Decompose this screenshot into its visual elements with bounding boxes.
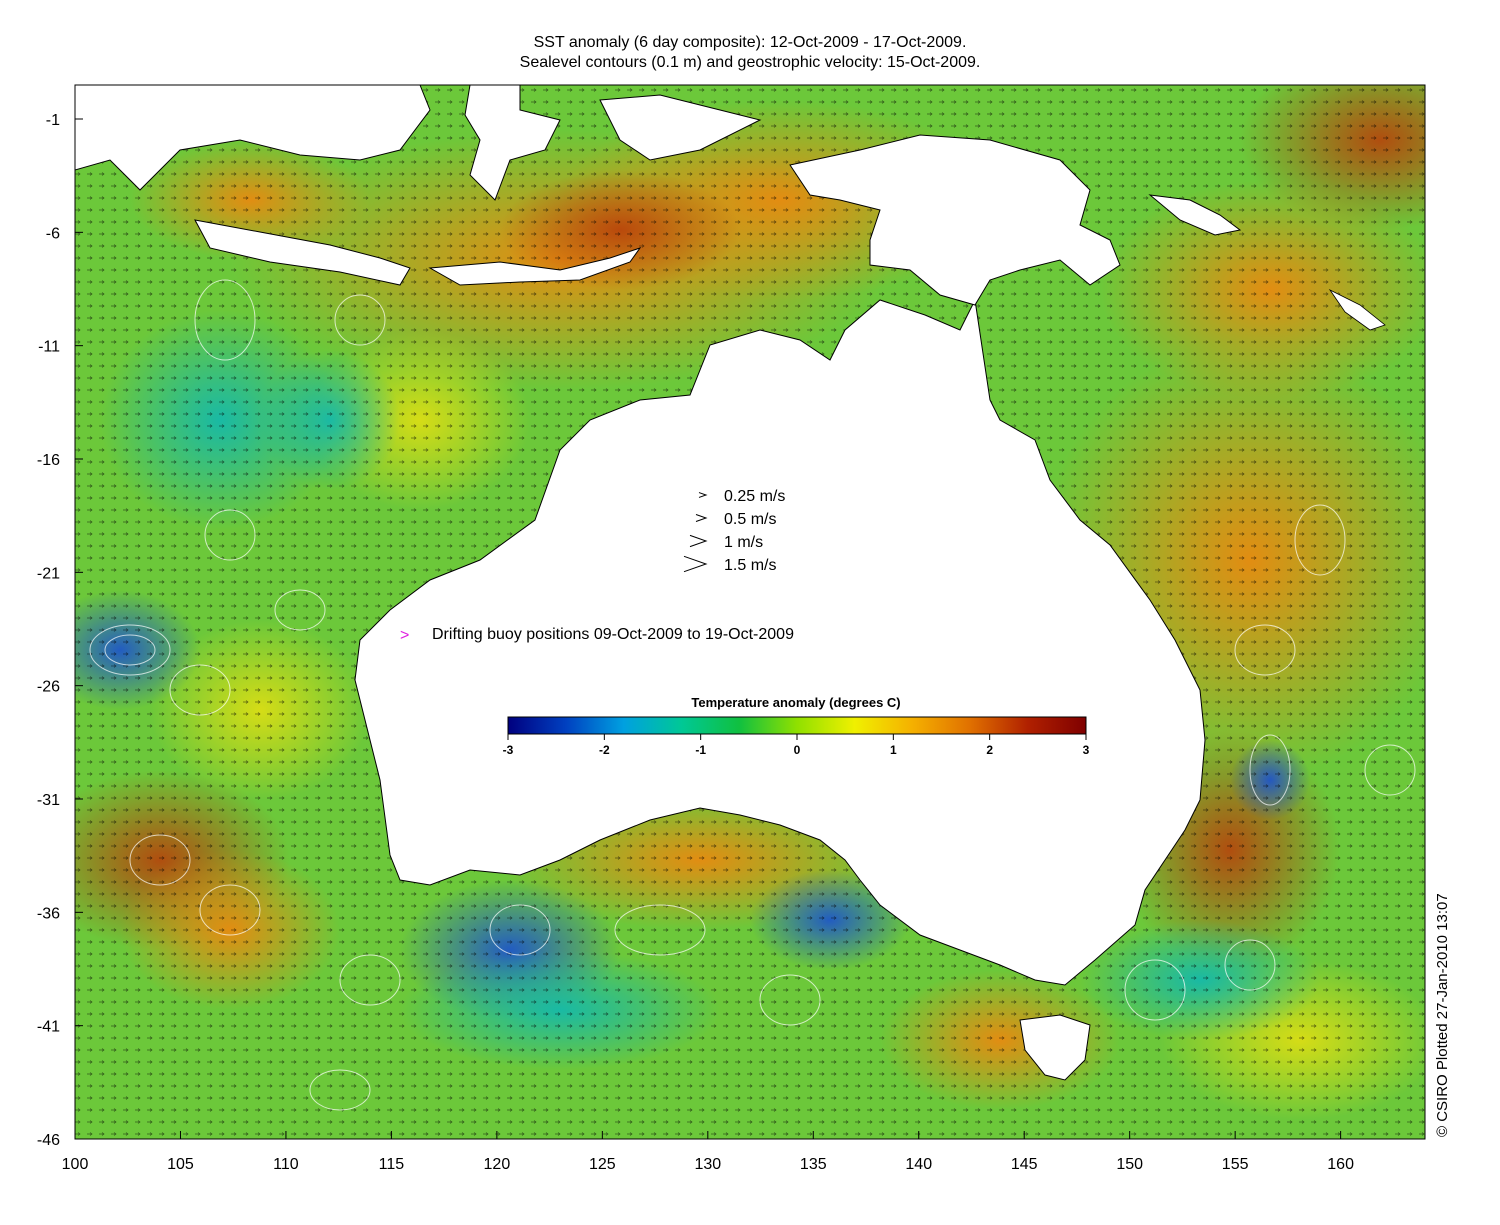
colorbar: Temperature anomaly (degrees C) -3 -2 -1 0 1… (503, 695, 1090, 757)
x-tick-label: 105 (167, 1156, 194, 1173)
velocity-key-label: 0.5 m/s (724, 511, 776, 528)
x-tick-label: 145 (1011, 1156, 1038, 1173)
land-sulawesi (464, 85, 561, 201)
x-tick-label: 160 (1327, 1156, 1354, 1173)
plot-frame (74, 84, 1426, 1140)
chart-title-line1: SST anomaly (6 day composite): 12-Oct-20… (533, 34, 967, 51)
buoy-marker-icon: > (400, 627, 409, 644)
velocity-key-arrow (695, 514, 708, 522)
y-tick-label: -26 (37, 679, 60, 696)
y-axis-ticks: -1 -6 -11 -16 -21 -26 -31 -36 -41 -46 (37, 112, 83, 1149)
velocity-key-label: 1 m/s (724, 534, 763, 551)
x-tick-label: 115 (379, 1156, 405, 1173)
y-tick-label: -6 (46, 225, 60, 242)
land-moluccas (599, 94, 762, 161)
velocity-key-arrow (683, 555, 708, 573)
y-tick-label: -36 (37, 905, 60, 922)
land-solomon (1148, 194, 1242, 236)
buoy-legend: > Drifting buoy positions 09-Oct-2009 to… (400, 626, 794, 644)
land-borneo (75, 85, 431, 191)
x-tick-label: 120 (484, 1156, 511, 1173)
land-tasmania (1019, 1014, 1091, 1081)
colorbar-tick-label: 1 (890, 743, 897, 757)
x-tick-label: 110 (273, 1156, 299, 1173)
x-tick-label: 150 (1116, 1156, 1143, 1173)
colorbar-tick-label: 3 (1083, 743, 1090, 757)
velocity-key: 0.25 m/s 0.5 m/s 1 m/s 1.5 m/s (683, 488, 785, 574)
land-australia (354, 298, 1206, 986)
y-tick-label: -41 (37, 1019, 60, 1036)
chart-title-line2: Sealevel contours (0.1 m) and geostrophi… (519, 54, 981, 71)
colorbar-ticks: -3 -2 -1 0 1 2 3 (503, 734, 1090, 757)
x-tick-label: 100 (62, 1156, 89, 1173)
colorbar-title: Temperature anomaly (degrees C) (691, 695, 900, 710)
colorbar-tick-label: -3 (503, 743, 514, 757)
x-tick-label: 130 (694, 1156, 721, 1173)
colorbar-tick-label: -2 (599, 743, 610, 757)
colorbar-tick-label: 2 (986, 743, 993, 757)
credit-text: © CSIRO Plotted 27-Jan-2010 13:07 (1434, 893, 1451, 1137)
colorbar-tick-label: 0 (794, 743, 801, 757)
velocity-key-arrow (698, 492, 708, 498)
map-area (75, 85, 1425, 1139)
land-new-guinea (789, 134, 1121, 306)
y-tick-label: -11 (38, 339, 60, 356)
x-tick-label: 155 (1222, 1156, 1249, 1173)
y-tick-label: -46 (37, 1132, 60, 1149)
x-tick-label: 140 (905, 1156, 932, 1173)
sealevel-contours (89, 279, 1416, 1111)
land-lesser-sunda (428, 247, 642, 286)
land-java (194, 219, 411, 286)
y-tick-label: -21 (37, 565, 60, 582)
y-tick-label: -16 (37, 452, 60, 469)
x-axis-ticks: 100 105 110 115 120 125 130 135 140 145 150 155 160 (62, 1131, 1354, 1173)
colorbar-tick-label: -1 (695, 743, 706, 757)
buoy-legend-label: Drifting buoy positions 09-Oct-2009 to 1… (432, 626, 794, 643)
x-tick-label: 135 (800, 1156, 827, 1173)
colorbar-gradient (507, 716, 1087, 735)
x-tick-label: 125 (589, 1156, 616, 1173)
land-new-caledonia (1328, 288, 1386, 331)
velocity-key-arrow (689, 534, 708, 548)
velocity-key-label: 1.5 m/s (724, 557, 776, 574)
y-tick-label: -1 (46, 112, 60, 129)
velocity-key-label: 0.25 m/s (724, 488, 785, 505)
y-tick-label: -31 (37, 792, 60, 809)
